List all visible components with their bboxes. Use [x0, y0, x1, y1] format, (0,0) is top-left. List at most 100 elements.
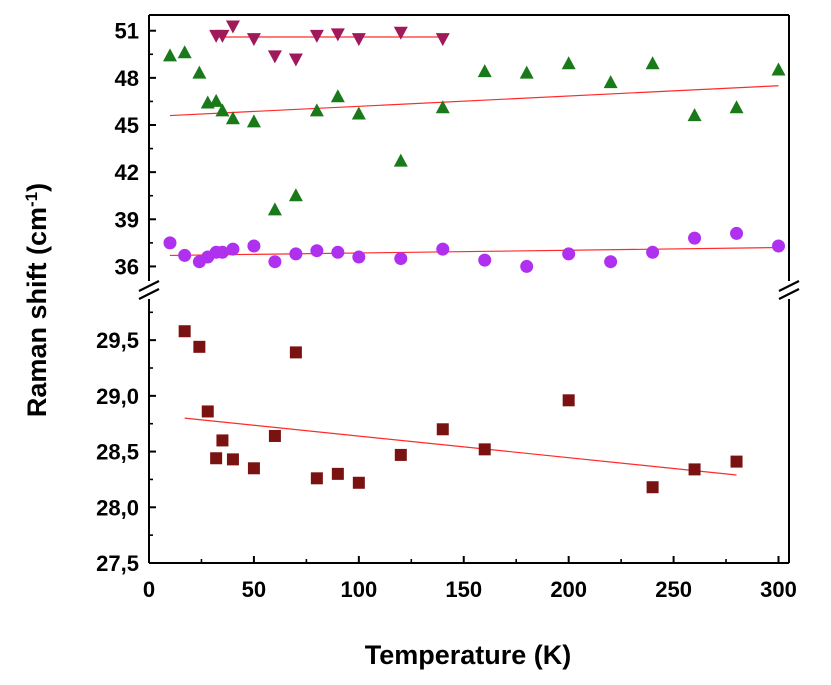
data-point-square — [730, 455, 743, 468]
data-point-triangle-up — [561, 56, 576, 70]
data-point-triangle-down — [246, 33, 261, 47]
data-point-square — [394, 448, 407, 461]
data-point-triangle-up — [603, 75, 618, 89]
axis-break-marks — [138, 280, 800, 300]
lower-panel-points — [178, 325, 743, 494]
y-tick-label: 27,5 — [96, 551, 139, 576]
data-point-square — [210, 452, 223, 465]
data-point-triangle-down — [435, 33, 450, 47]
data-point-square — [310, 472, 323, 485]
axis-break-slash — [138, 288, 160, 300]
data-point-square — [193, 340, 206, 353]
data-point-triangle-down — [351, 33, 366, 47]
axis-break-slash — [778, 280, 800, 292]
x-tick-label: 100 — [340, 577, 377, 602]
data-point-triangle-up — [267, 202, 282, 216]
axis-ticks — [148, 29, 780, 564]
data-point-circle — [520, 259, 534, 273]
tick-labels: 0 50 100 150 200 250 300 36 39 42 45 48 51 27,5 28,0 28… — [96, 19, 797, 602]
data-point-triangle-up — [225, 111, 240, 125]
data-point-triangle-up — [771, 62, 786, 76]
data-point-triangle-up — [192, 65, 207, 79]
data-point-triangle-down — [330, 28, 345, 42]
y-tick-label: 36 — [115, 254, 139, 279]
data-point-triangle-up — [288, 188, 303, 202]
data-point-circle — [247, 239, 261, 253]
data-point-square — [331, 467, 344, 480]
data-point-triangle-down — [215, 29, 230, 43]
data-point-square — [289, 346, 302, 359]
y-axis-title-close: ) — [22, 183, 52, 192]
y-tick-label: 28,5 — [96, 440, 139, 465]
data-point-triangle-up — [645, 56, 660, 70]
data-point-triangle-up — [519, 65, 534, 79]
y-tick-label: 42 — [115, 160, 139, 185]
data-point-triangle-up — [729, 100, 744, 114]
y-tick-label: 29,0 — [96, 384, 139, 409]
upper-panel-points — [162, 20, 786, 273]
x-tick-label: 0 — [143, 577, 155, 602]
data-point-triangle-down — [225, 20, 240, 34]
data-point-circle — [436, 242, 450, 256]
data-point-circle — [268, 255, 282, 269]
data-point-circle — [478, 253, 492, 267]
axis-break-slash — [138, 280, 160, 292]
y-axis-title-superscript: -1 — [22, 192, 41, 207]
data-point-square — [226, 453, 239, 466]
data-point-triangle-down — [288, 53, 303, 67]
data-point-square — [352, 476, 365, 489]
axis-break-slash — [778, 288, 800, 300]
data-point-circle — [562, 247, 576, 261]
data-point-square — [247, 462, 260, 475]
x-axis-title: Temperature (K) — [365, 640, 572, 670]
data-point-triangle-up — [162, 48, 177, 62]
x-tick-label: 200 — [550, 577, 587, 602]
data-point-circle — [688, 231, 702, 245]
data-point-square — [562, 394, 575, 407]
data-point-square — [201, 405, 214, 418]
y-tick-label: 29,5 — [96, 328, 139, 353]
data-point-triangle-down — [393, 26, 408, 40]
data-point-triangle-down — [309, 29, 324, 43]
data-point-triangle-up — [177, 45, 192, 59]
y-tick-label: 39 — [115, 207, 139, 232]
data-point-square — [646, 481, 659, 494]
data-point-triangle-up — [309, 103, 324, 117]
y-tick-label: 45 — [115, 113, 139, 138]
lower-fit-lines — [184, 417, 737, 476]
fit-line — [184, 417, 737, 476]
fit-line — [169, 85, 779, 117]
data-point-circle — [331, 245, 345, 259]
data-point-circle — [289, 247, 303, 261]
x-tick-label: 50 — [242, 577, 266, 602]
data-point-triangle-down — [267, 50, 282, 64]
x-tick-label: 150 — [445, 577, 482, 602]
y-tick-label: 28,0 — [96, 495, 139, 520]
plot-frame — [148, 14, 790, 564]
data-point-circle — [215, 245, 229, 259]
data-point-triangle-up — [209, 93, 224, 107]
data-point-circle — [163, 236, 177, 250]
fit-line — [169, 246, 779, 257]
data-point-circle — [352, 250, 366, 264]
y-axis-title-main: Raman shift (cm — [22, 207, 52, 417]
data-point-triangle-up — [351, 106, 366, 120]
data-point-circle — [310, 244, 324, 258]
data-point-circle — [394, 252, 408, 266]
data-point-triangle-up — [687, 108, 702, 122]
data-point-triangle-up — [435, 100, 450, 114]
y-axis-title: Raman shift (cm-1) — [22, 183, 53, 417]
data-point-triangle-up — [215, 103, 230, 117]
y-tick-label: 51 — [115, 19, 139, 44]
data-point-circle — [772, 239, 786, 253]
data-point-square — [478, 443, 491, 456]
data-point-square — [268, 429, 281, 442]
data-point-triangle-up — [393, 153, 408, 167]
data-point-square — [436, 423, 449, 436]
data-point-circle — [730, 226, 744, 240]
data-point-circle — [646, 245, 660, 259]
upper-fit-lines — [169, 36, 779, 257]
x-tick-label: 300 — [760, 577, 797, 602]
data-point-circle — [604, 255, 618, 269]
